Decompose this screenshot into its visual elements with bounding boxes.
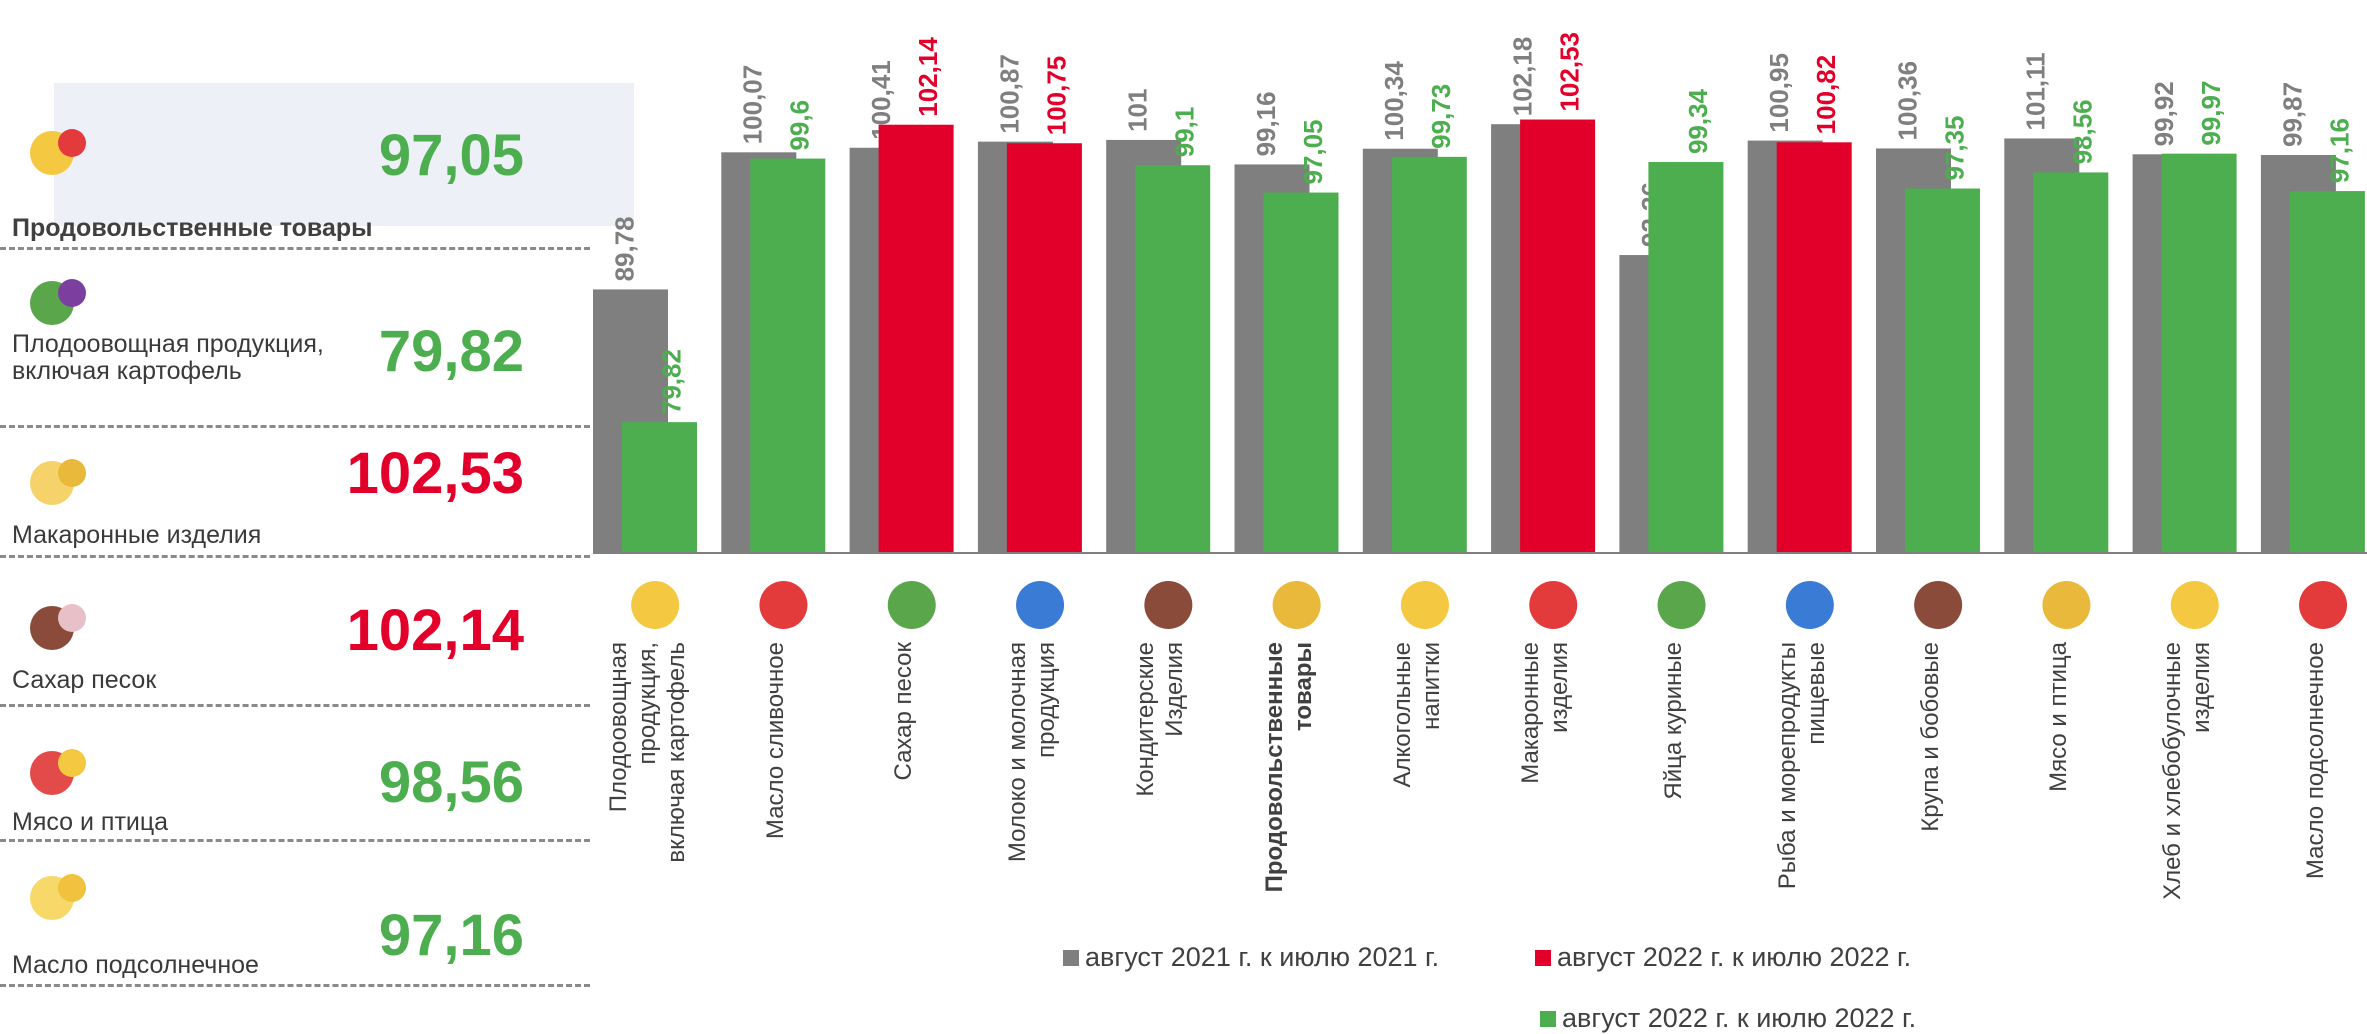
category-label: Алкогольные напитки: [1388, 642, 1446, 982]
category-label: Яйца куриные: [1659, 642, 1688, 982]
value-label: 99,73: [1426, 84, 1456, 149]
legend-swatch: [1540, 1011, 1556, 1027]
bar: [1520, 120, 1595, 553]
value-label: 99,1: [1170, 107, 1200, 158]
category-icon: [1529, 581, 1577, 629]
bar: [622, 422, 697, 553]
legend-swatch: [1535, 950, 1551, 966]
value-label: 99,97: [2196, 81, 2226, 146]
value-label: 99,87: [2277, 82, 2307, 147]
category-icon: [1658, 581, 1706, 629]
category-label: Продовольственные товары: [1260, 642, 1318, 982]
value-label: 99,92: [2149, 81, 2179, 146]
category-label: Хлеб и хлебобулочные изделия: [2158, 642, 2216, 982]
category-icon: [1016, 581, 1064, 629]
value-label: 99,6: [785, 100, 815, 151]
category-icon: [631, 581, 679, 629]
category-label: Масло сливочное: [761, 642, 790, 982]
bar: [750, 159, 825, 553]
value-label: 100,82: [1811, 55, 1841, 135]
category-icon: [759, 581, 807, 629]
category-label: Масло подсолнечное: [2301, 642, 2330, 982]
bar: [2290, 191, 2365, 553]
bar: [879, 125, 954, 553]
bar: [1777, 142, 1852, 553]
bar: [2033, 172, 2108, 553]
value-label: 100,75: [1041, 56, 1071, 136]
bar: [1648, 162, 1723, 553]
value-label: 99,34: [1683, 88, 1713, 154]
legend-swatch: [1063, 950, 1079, 966]
bar: [1905, 189, 1980, 553]
page: Продовольственные товары 97,05 Плодоовощна…: [0, 0, 2367, 1031]
value-label: 97,05: [1298, 119, 1328, 184]
category-icon: [1401, 581, 1449, 629]
bar: [1135, 165, 1210, 553]
category-icon: [1786, 581, 1834, 629]
category-icon: [2299, 581, 2347, 629]
value-label: 98,56: [2068, 99, 2098, 164]
value-label: 100,07: [738, 65, 768, 145]
value-label: 102,14: [913, 37, 943, 117]
category-label: Мясо и птица: [2044, 642, 2073, 982]
legend-entry: август 2021 г. к июлю 2021 г.: [1063, 942, 1439, 973]
legend-entry: август 2022 г. к июлю 2022 г.: [1540, 1003, 1916, 1034]
value-label: 97,16: [2324, 118, 2354, 183]
value-label: 100,87: [994, 54, 1024, 134]
value-label: 99,16: [1251, 91, 1281, 156]
value-label: 100,34: [1379, 61, 1409, 141]
value-label: 101: [1123, 89, 1153, 132]
category-icon: [1273, 581, 1321, 629]
legend-label: август 2021 г. к июлю 2021 г.: [1085, 942, 1439, 973]
category-icon: [1914, 581, 1962, 629]
category-icon: [2042, 581, 2090, 629]
category-label: Плодоовощная продукция, включая картофел…: [604, 642, 691, 982]
value-label: 102,18: [1507, 37, 1537, 117]
legend-entry: август 2022 г. к июлю 2022 г.: [1535, 942, 1911, 973]
category-label: Сахар песок: [889, 642, 918, 982]
legend-label: август 2022 г. к июлю 2022 г.: [1562, 1003, 1916, 1034]
value-label: 97,35: [1939, 115, 1969, 180]
bar: [1007, 143, 1082, 553]
category-label: Рыба и морепродукты пищевые: [1773, 642, 1831, 982]
category-icon: [2171, 581, 2219, 629]
bar: [1264, 193, 1339, 553]
bar: [2162, 154, 2237, 553]
category-label: Кондитерские Изделия: [1131, 642, 1189, 982]
category-label: Макаронные изделия: [1516, 642, 1574, 982]
value-label: 101,11: [2021, 52, 2051, 130]
value-label: 89,78: [609, 216, 639, 281]
category-icon: [1144, 581, 1192, 629]
value-label: 102,53: [1554, 32, 1584, 112]
category-label: Молоко и молочная продукция: [1003, 642, 1061, 982]
category-label: Крупа и бобовые: [1916, 642, 1945, 982]
value-label: 100,95: [1764, 53, 1794, 133]
value-label: 79,82: [656, 349, 686, 414]
value-label: 100,36: [1892, 61, 1922, 141]
bar: [1392, 157, 1467, 553]
legend-label: август 2022 г. к июлю 2022 г.: [1557, 942, 1911, 973]
category-icon: [888, 581, 936, 629]
